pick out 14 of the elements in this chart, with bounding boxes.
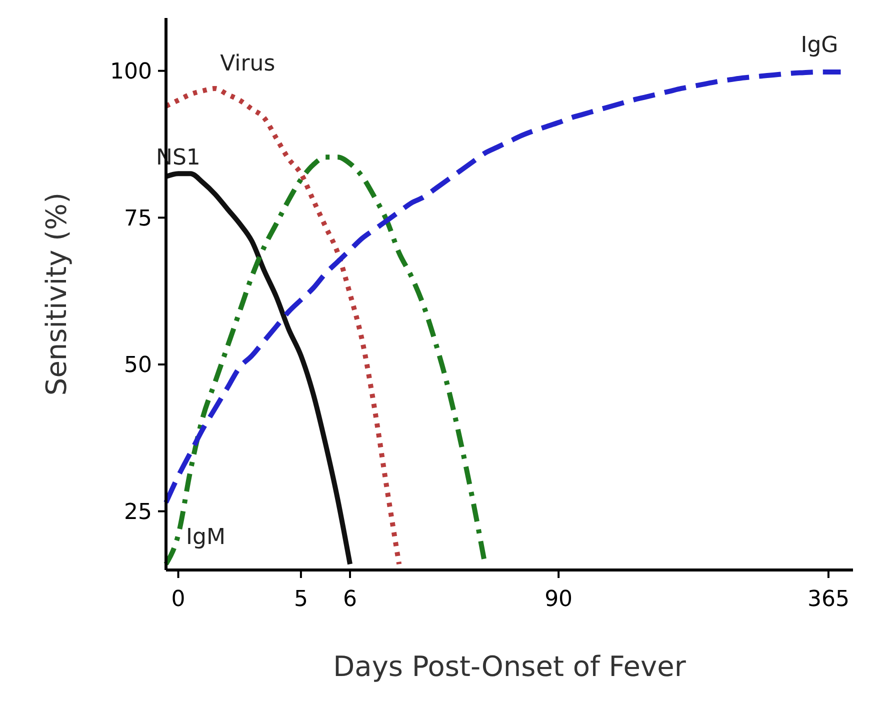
- y-axis-title: Sensitivity (%): [40, 192, 73, 396]
- x-axis-title: Days Post-Onset of Fever: [333, 650, 686, 683]
- y-tick-label: 100: [110, 60, 152, 85]
- x-tick-label: 365: [807, 587, 850, 612]
- series-label: IgG: [800, 33, 838, 58]
- x-tick-label: 6: [343, 587, 358, 612]
- x-tick-label: 0: [171, 587, 186, 612]
- series-label: IgM: [186, 525, 226, 550]
- y-tick-label: 50: [124, 353, 152, 378]
- series-label: Virus: [220, 51, 276, 76]
- x-tick-label: 90: [544, 587, 573, 612]
- x-tick-label: 5: [294, 587, 308, 612]
- y-tick-label: 75: [124, 206, 152, 232]
- y-tick-label: 25: [124, 500, 152, 525]
